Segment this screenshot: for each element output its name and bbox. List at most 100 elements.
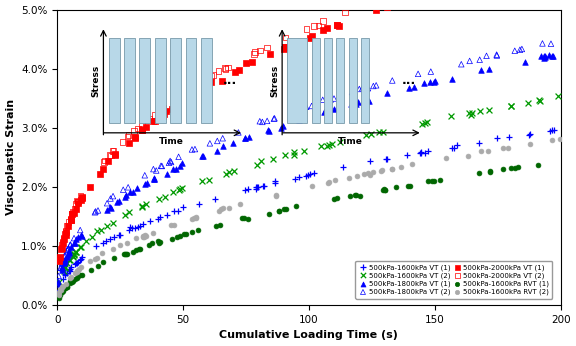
500kPa-1600kPa VT (2) — [224, 170, 233, 175]
500kPa-2000kPa VT (2) — [67, 211, 76, 217]
500kPa-1600kPa VT (2) — [374, 129, 384, 135]
500kPa-1800kPa VT (2) — [347, 89, 357, 95]
500kPa-1600kPa RVT (2) — [72, 268, 81, 274]
500kPa-1800kPa VT (2) — [426, 69, 435, 74]
500kPa-1800kPa VT (1) — [58, 265, 67, 270]
500kPa-1600kPa RVT (1) — [381, 188, 390, 193]
500kPa-1800kPa VT (1) — [547, 53, 556, 59]
500kPa-1800kPa VT (1) — [264, 128, 274, 134]
500kPa-1600kPa RVT (2) — [378, 167, 387, 172]
500kPa-1600kPa RVT (1) — [486, 169, 495, 174]
500kPa-1600kPa RVT (1) — [57, 290, 66, 295]
500kPa-1600kPa VT (1) — [101, 238, 110, 244]
500kPa-1600kPa RVT (2) — [76, 264, 85, 270]
500kPa-2000kPa VT (1) — [307, 34, 316, 39]
500kPa-2000kPa VT (1) — [333, 22, 342, 27]
500kPa-1600kPa RVT (1) — [86, 267, 96, 273]
500kPa-1600kPa VT (1) — [450, 145, 459, 151]
500kPa-1600kPa RVT (1) — [237, 216, 247, 221]
500kPa-2000kPa VT (2) — [118, 139, 127, 145]
500kPa-1600kPa RVT (2) — [108, 246, 118, 252]
500kPa-1800kPa VT (2) — [54, 273, 63, 279]
500kPa-1800kPa VT (2) — [56, 265, 65, 270]
500kPa-1800kPa VT (2) — [482, 53, 491, 58]
500kPa-1800kPa VT (2) — [174, 154, 183, 160]
500kPa-1600kPa RVT (2) — [525, 142, 535, 147]
500kPa-1600kPa RVT (1) — [279, 206, 289, 212]
500kPa-1800kPa VT (1) — [114, 198, 123, 203]
500kPa-1600kPa RVT (1) — [187, 229, 196, 235]
500kPa-1600kPa RVT (1) — [98, 260, 108, 265]
500kPa-1600kPa RVT (1) — [77, 272, 86, 277]
500kPa-1600kPa VT (2) — [60, 266, 69, 271]
500kPa-1600kPa RVT (1) — [67, 279, 77, 285]
500kPa-1600kPa VT (2) — [423, 119, 432, 125]
500kPa-2000kPa VT (2) — [185, 88, 195, 93]
500kPa-1600kPa RVT (2) — [139, 233, 148, 239]
500kPa-1600kPa VT (1) — [525, 132, 535, 137]
500kPa-1800kPa VT (2) — [263, 118, 272, 124]
500kPa-2000kPa VT (2) — [314, 22, 323, 28]
500kPa-1600kPa VT (1) — [60, 273, 69, 278]
500kPa-1800kPa VT (2) — [66, 242, 75, 248]
500kPa-2000kPa VT (2) — [281, 35, 290, 40]
500kPa-1600kPa VT (1) — [294, 174, 304, 180]
500kPa-1800kPa VT (2) — [302, 104, 311, 110]
500kPa-2000kPa VT (1) — [59, 240, 68, 245]
500kPa-1800kPa VT (1) — [63, 252, 73, 257]
500kPa-2000kPa VT (1) — [78, 195, 87, 201]
500kPa-1600kPa VT (2) — [71, 249, 81, 255]
500kPa-1600kPa RVT (1) — [60, 285, 70, 291]
500kPa-1600kPa VT (1) — [424, 148, 433, 153]
500kPa-1800kPa VT (2) — [123, 184, 132, 190]
500kPa-1800kPa VT (2) — [358, 85, 367, 91]
500kPa-1800kPa VT (1) — [69, 240, 78, 246]
500kPa-1600kPa RVT (1) — [427, 178, 436, 184]
500kPa-1800kPa VT (2) — [103, 200, 112, 206]
500kPa-1600kPa RVT (2) — [214, 208, 223, 213]
500kPa-1800kPa VT (2) — [213, 138, 222, 144]
500kPa-1600kPa RVT (1) — [436, 177, 445, 183]
500kPa-2000kPa VT (1) — [242, 61, 251, 66]
500kPa-1600kPa VT (2) — [174, 188, 183, 193]
500kPa-1600kPa VT (1) — [271, 179, 280, 184]
500kPa-1600kPa VT (1) — [115, 232, 124, 238]
500kPa-1600kPa RVT (2) — [191, 215, 200, 221]
500kPa-1800kPa VT (1) — [176, 163, 185, 168]
500kPa-1600kPa RVT (1) — [264, 211, 274, 217]
500kPa-2000kPa VT (1) — [280, 44, 289, 49]
500kPa-1600kPa RVT (2) — [142, 233, 151, 238]
500kPa-1600kPa VT (1) — [66, 266, 75, 272]
500kPa-1600kPa VT (1) — [105, 236, 115, 242]
500kPa-1600kPa RVT (2) — [188, 216, 197, 222]
500kPa-2000kPa VT (2) — [76, 193, 85, 198]
500kPa-1800kPa VT (2) — [63, 247, 72, 252]
500kPa-1600kPa RVT (1) — [131, 247, 141, 253]
500kPa-1800kPa VT (1) — [520, 60, 529, 65]
500kPa-1600kPa VT (2) — [70, 252, 79, 257]
500kPa-1800kPa VT (1) — [65, 248, 74, 253]
500kPa-2000kPa VT (1) — [234, 67, 244, 73]
500kPa-1600kPa RVT (1) — [378, 188, 388, 193]
500kPa-1600kPa VT (2) — [60, 264, 70, 270]
500kPa-1800kPa VT (2) — [64, 246, 73, 251]
500kPa-2000kPa VT (1) — [279, 46, 289, 52]
500kPa-2000kPa VT (2) — [172, 97, 181, 102]
500kPa-1600kPa RVT (1) — [346, 193, 355, 199]
500kPa-1600kPa VT (2) — [55, 280, 64, 285]
500kPa-1600kPa VT (2) — [68, 254, 77, 260]
500kPa-1800kPa VT (1) — [76, 232, 85, 238]
500kPa-1800kPa VT (1) — [143, 181, 152, 186]
500kPa-1600kPa RVT (1) — [211, 223, 221, 229]
500kPa-1800kPa VT (1) — [447, 76, 456, 82]
500kPa-1600kPa RVT (2) — [483, 149, 492, 154]
500kPa-1600kPa RVT (1) — [332, 195, 342, 201]
500kPa-1600kPa VT (2) — [97, 227, 106, 233]
500kPa-1800kPa VT (1) — [540, 54, 550, 60]
500kPa-1600kPa RVT (2) — [464, 153, 473, 158]
500kPa-1800kPa VT (1) — [128, 189, 138, 194]
500kPa-1800kPa VT (1) — [430, 79, 439, 85]
500kPa-2000kPa VT (1) — [56, 246, 66, 252]
500kPa-2000kPa VT (1) — [323, 26, 332, 31]
500kPa-1600kPa RVT (1) — [506, 165, 516, 171]
